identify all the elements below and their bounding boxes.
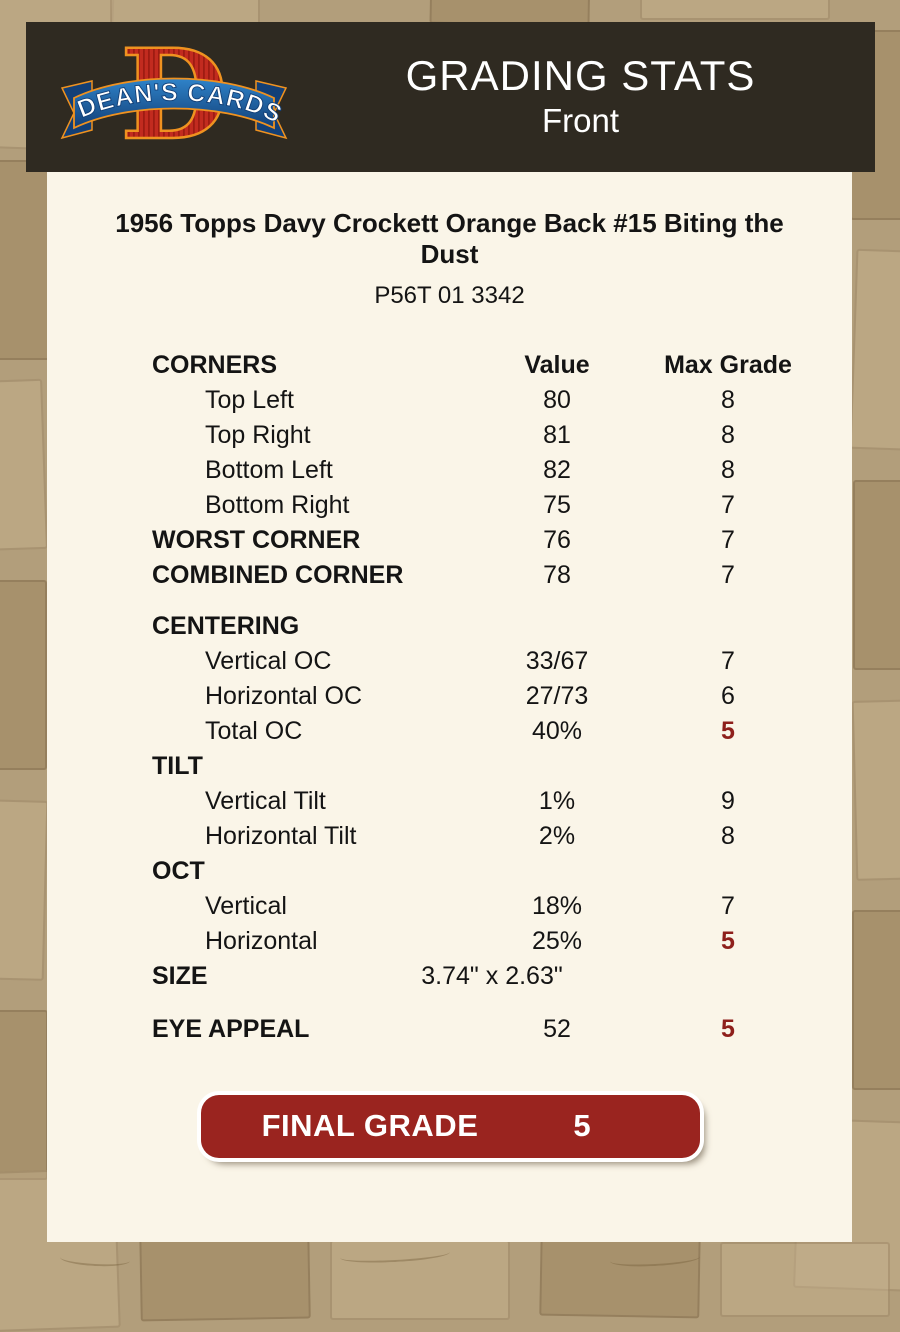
- table-row-bottom-left: Bottom Left 82 8: [47, 453, 852, 488]
- table-row-oct-horizontal: Horizontal 25% 5: [47, 924, 852, 959]
- table-row-total-oc: Total OC 40% 5: [47, 714, 852, 749]
- stat-value: 81: [543, 421, 571, 449]
- final-grade-value: 5: [573, 1108, 591, 1143]
- stat-label: WORST CORNER: [152, 526, 361, 554]
- page-title: GRADING STATS: [405, 52, 756, 99]
- section-row-centering: CENTERING: [47, 609, 852, 644]
- table-row-vertical-tilt: Vertical Tilt 1% 9: [47, 784, 852, 819]
- final-grade-button[interactable]: FINAL GRADE 5: [201, 1095, 700, 1158]
- stat-label: Bottom Right: [205, 491, 350, 519]
- table-header-row: CORNERS Value Max Grade: [47, 348, 852, 383]
- stat-label: Bottom Left: [205, 456, 333, 484]
- table-row-oct-vertical: Vertical 18% 7: [47, 889, 852, 924]
- stat-label: Top Left: [205, 386, 294, 414]
- stat-grade: 8: [721, 822, 735, 850]
- table-row-horizontal-tilt: Horizontal Tilt 2% 8: [47, 819, 852, 854]
- stat-label: Vertical OC: [205, 647, 332, 675]
- stat-grade: 7: [721, 491, 735, 519]
- column-header-max-grade: Max Grade: [664, 351, 792, 379]
- stat-label: Total OC: [205, 717, 303, 745]
- table-row-top-right: Top Right 81 8: [47, 418, 852, 453]
- grading-card: 1956 Topps Davy Crockett Orange Back #15…: [47, 172, 852, 1242]
- table-row-top-left: Top Left 80 8: [47, 383, 852, 418]
- stat-grade: 8: [721, 421, 735, 449]
- header-bar: D DEAN'S CARDS GRADING STATS Front: [26, 22, 875, 172]
- table-row-combined-corner: COMBINED CORNER 78 7: [47, 558, 852, 593]
- stat-value: 1%: [538, 787, 576, 815]
- stat-grade: 9: [721, 787, 735, 815]
- stat-value: 76: [543, 526, 571, 554]
- table-row-bottom-right: Bottom Right 75 7: [47, 488, 852, 523]
- card-title: 1956 Topps Davy Crockett Orange Back #15…: [115, 208, 784, 269]
- stat-grade: 7: [721, 647, 735, 675]
- stat-grade: 7: [721, 892, 735, 920]
- stat-label: Top Right: [205, 421, 311, 449]
- stat-value: 40%: [531, 717, 583, 745]
- stat-label: Horizontal Tilt: [205, 822, 357, 850]
- stat-grade: 7: [721, 561, 735, 589]
- stats-table: CORNERS Value Max Grade Top Left 80 8 To…: [47, 348, 852, 1047]
- section-label-size: SIZE: [152, 962, 208, 990]
- stat-value: 25%: [531, 927, 583, 955]
- stat-value: 78: [543, 561, 571, 589]
- stat-value: 27/73: [525, 682, 589, 710]
- stat-value: 82: [543, 456, 571, 484]
- table-row-vertical-oc: Vertical OC 33/67 7: [47, 644, 852, 679]
- stat-label: COMBINED CORNER: [152, 561, 404, 589]
- deans-cards-logo: D DEAN'S CARDS: [58, 22, 290, 169]
- stat-grade: 7: [721, 526, 735, 554]
- table-row-worst-corner: WORST CORNER 76 7: [47, 523, 852, 558]
- column-header-value: Value: [524, 351, 590, 379]
- section-label-tilt: TILT: [152, 752, 203, 780]
- stat-grade: 8: [721, 456, 735, 484]
- header-titles: GRADING STATS Front: [286, 22, 875, 172]
- section-label-eye-appeal: EYE APPEAL: [152, 1015, 310, 1043]
- stat-label: Vertical Tilt: [205, 787, 326, 815]
- stat-value: 75: [543, 491, 571, 519]
- card-serial-number: P56T 01 3342: [374, 282, 525, 309]
- section-row-tilt: TILT: [47, 749, 852, 784]
- stat-value: 18%: [531, 892, 583, 920]
- stat-label: Horizontal OC: [205, 682, 362, 710]
- stat-value: 80: [543, 386, 571, 414]
- stat-grade: 6: [721, 682, 735, 710]
- table-row-eye-appeal: EYE APPEAL 52 5: [47, 1012, 852, 1047]
- stat-value: 33/67: [525, 647, 589, 675]
- section-label-centering: CENTERING: [152, 612, 300, 640]
- stat-grade-flagged: 5: [721, 1015, 735, 1043]
- stat-label: Horizontal: [205, 927, 318, 955]
- stat-value: 3.74" x 2.63": [421, 962, 563, 990]
- stat-grade: 8: [721, 386, 735, 414]
- stat-grade-flagged: 5: [721, 927, 735, 955]
- table-row-horizontal-oc: Horizontal OC 27/73 6: [47, 679, 852, 714]
- stat-value: 52: [543, 1015, 571, 1043]
- section-label-oct: OCT: [152, 857, 205, 885]
- stat-value: 2%: [538, 822, 576, 850]
- section-row-oct: OCT: [47, 854, 852, 889]
- page-subtitle: Front: [541, 102, 620, 139]
- stat-grade-flagged: 5: [721, 717, 735, 745]
- section-label-corners: CORNERS: [152, 351, 278, 379]
- stat-label: Vertical: [205, 892, 287, 920]
- final-grade-label: FINAL GRADE: [261, 1108, 479, 1143]
- table-row-size: SIZE 3.74" x 2.63": [47, 959, 852, 994]
